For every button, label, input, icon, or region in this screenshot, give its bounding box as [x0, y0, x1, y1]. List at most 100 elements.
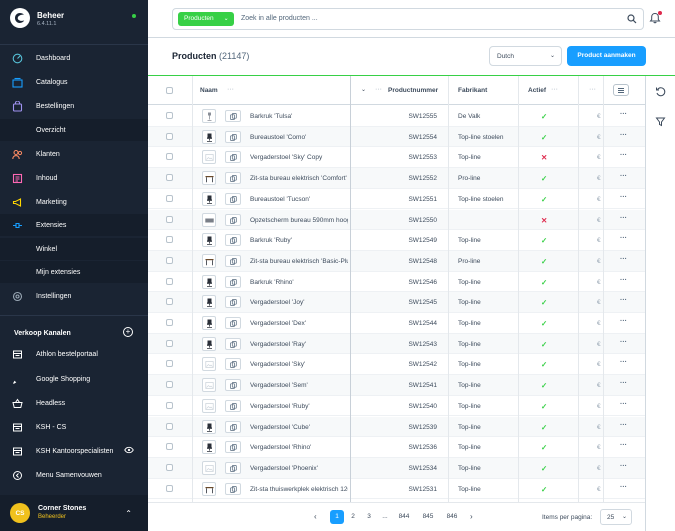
row-checkbox[interactable]: [166, 215, 173, 223]
variants-copy-icon[interactable]: [225, 399, 241, 412]
column-menu-icon[interactable]: ···: [589, 86, 596, 93]
product-name[interactable]: Barkruk 'Tulsa': [250, 113, 293, 120]
variants-copy-icon[interactable]: [225, 110, 241, 122]
table-row[interactable]: Vergaderstoel 'Ruby' SW12540 Top-line ✓ € ···: [148, 396, 645, 417]
variants-copy-icon[interactable]: [225, 172, 241, 185]
filter-icon[interactable]: [655, 116, 666, 127]
previous-page-icon[interactable]: ‹: [314, 512, 317, 521]
table-row[interactable]: Vergaderstoel 'Phoenix' SW12534 Top-line ✓ €…: [148, 457, 645, 479]
sales-channel-ksh-cs[interactable]: KSH - CS: [0, 416, 148, 438]
row-checkbox[interactable]: [166, 381, 173, 389]
product-name[interactable]: Bureaustoel 'Como': [250, 133, 307, 141]
variants-copy-icon[interactable]: [225, 317, 241, 329]
search-input[interactable]: Zoek in alle producten ...: [241, 15, 318, 22]
product-name[interactable]: Vergaderstoel 'Joy': [250, 299, 305, 307]
table-row[interactable]: Barkruk 'Rhino' SW12546 Top-line ✓ € ···: [148, 272, 645, 293]
table-row[interactable]: Opzetscherm bureau 590mm hoog SW12550 ✕ € ··…: [148, 209, 645, 231]
variants-copy-icon[interactable]: [225, 234, 241, 247]
row-actions-icon[interactable]: ···: [620, 338, 627, 346]
column-menu-icon[interactable]: ···: [227, 86, 234, 93]
row-checkbox[interactable]: [166, 443, 173, 451]
row-checkbox[interactable]: [166, 194, 173, 202]
create-product-button[interactable]: Product aanmaken: [567, 46, 646, 66]
variants-copy-icon[interactable]: [225, 254, 241, 267]
row-actions-icon[interactable]: ···: [620, 462, 627, 470]
column-header-name[interactable]: Naam: [200, 87, 218, 94]
variants-copy-icon[interactable]: [225, 337, 241, 350]
row-checkbox[interactable]: [166, 112, 173, 119]
notification-bell-icon[interactable]: [649, 12, 661, 24]
product-name[interactable]: Vergaderstoel 'Cube': [250, 423, 310, 431]
variants-copy-icon[interactable]: [225, 420, 241, 433]
sidebar-item-inhoud[interactable]: Inhoud: [0, 167, 148, 189]
product-name[interactable]: Vergaderstoel 'Dex': [250, 320, 306, 327]
row-actions-icon[interactable]: ···: [620, 111, 627, 118]
row-checkbox[interactable]: [166, 277, 173, 285]
product-name[interactable]: Barkruk 'Rhino': [250, 278, 294, 286]
sidebar-item-instellingen[interactable]: Instellingen: [0, 285, 148, 307]
variants-copy-icon[interactable]: [225, 441, 241, 454]
items-per-page-select[interactable]: 25 ⌄: [600, 509, 632, 525]
product-name[interactable]: Zit-sta bureau elektrisch 'Comfort': [250, 175, 347, 183]
product-name[interactable]: Vergaderstoel 'Sky': [250, 361, 306, 369]
row-checkbox[interactable]: [166, 256, 173, 264]
row-actions-icon[interactable]: ···: [620, 297, 627, 305]
page-button[interactable]: 845: [422, 513, 434, 520]
row-actions-icon[interactable]: ···: [620, 214, 627, 222]
sales-channel-ksh-kantoorspecialisten[interactable]: KSH Kantoorspecialisten: [0, 440, 148, 462]
row-actions-icon[interactable]: ···: [620, 152, 627, 160]
table-row[interactable]: Vergaderstoel 'Ray' SW12543 Top-line ✓ € ···: [148, 333, 645, 355]
sidebar-item-marketing[interactable]: Marketing: [0, 191, 148, 213]
sales-channel-athlon-bestelportaal[interactable]: Athlon bestelportaal: [0, 343, 148, 365]
eye-icon[interactable]: [124, 445, 134, 457]
sales-channel-headless[interactable]: Headless: [0, 392, 148, 414]
sidebar-item-dashboard[interactable]: Dashboard: [0, 47, 148, 69]
page-button[interactable]: 2: [351, 513, 355, 520]
language-select[interactable]: Dutch ⌄: [489, 46, 562, 66]
product-name[interactable]: Zit-sta bureau elektrisch 'Basic-Plus': [250, 257, 348, 265]
table-row[interactable]: Vergaderstoel 'Dex' SW12544 Top-line ✓ € ···: [148, 313, 645, 334]
row-actions-icon[interactable]: ···: [620, 318, 627, 325]
variants-copy-icon[interactable]: [225, 213, 241, 226]
row-checkbox[interactable]: [166, 422, 173, 430]
row-checkbox[interactable]: [166, 174, 173, 182]
row-actions-icon[interactable]: ···: [620, 400, 627, 408]
variants-copy-icon[interactable]: [225, 482, 241, 495]
table-row[interactable]: Bureaustoel 'Tucson' SW12551 Top-line stoe…: [148, 189, 645, 210]
page-button[interactable]: 844: [398, 513, 410, 520]
sidebar-item-winkel[interactable]: Winkel: [0, 238, 148, 260]
search-bar[interactable]: Producten ⌄ Zoek in alle producten ...: [172, 8, 644, 30]
column-menu-icon[interactable]: ···: [551, 86, 558, 93]
row-actions-icon[interactable]: ···: [620, 193, 627, 201]
table-row[interactable]: Vergaderstoel 'Cube' SW12539 Top-line ✓ € ···: [148, 416, 645, 438]
product-name[interactable]: Vergaderstoel 'Phoenix': [250, 464, 318, 472]
page-button[interactable]: 1: [330, 510, 344, 524]
product-name[interactable]: Zit-sta thuiswerkplek elektrisch 120: [250, 485, 348, 493]
row-actions-icon[interactable]: ···: [620, 421, 627, 429]
refresh-icon[interactable]: [655, 86, 666, 97]
row-checkbox[interactable]: [166, 132, 173, 140]
row-checkbox[interactable]: [166, 463, 173, 471]
shopware-logo-icon[interactable]: [10, 8, 30, 28]
variants-copy-icon[interactable]: [225, 192, 241, 205]
table-row[interactable]: Bureaustoel 'Como' SW12554 Top-line stoele…: [148, 126, 645, 148]
select-all-checkbox[interactable]: [166, 87, 173, 94]
table-row[interactable]: Zit-sta bureau elektrisch 'Basic-Plus' SW…: [148, 250, 645, 272]
variants-copy-icon[interactable]: [225, 461, 241, 474]
row-actions-icon[interactable]: ···: [620, 359, 627, 367]
sidebar-item-klanten[interactable]: Klanten: [0, 143, 148, 165]
product-name[interactable]: Vergaderstoel 'Sem': [250, 382, 308, 390]
variants-copy-icon[interactable]: [225, 151, 241, 164]
product-name[interactable]: Vergaderstoel 'Ray': [250, 340, 306, 348]
table-row[interactable]: Vergaderstoel 'Rhino' SW12536 Top-line ✓ € ··…: [148, 437, 645, 458]
sidebar-item-overzicht[interactable]: Overzicht: [0, 119, 148, 141]
add-sales-channel-icon[interactable]: +: [123, 327, 133, 337]
table-row[interactable]: Vergaderstoel 'Joy' SW12545 Top-line ✓ € ···: [148, 292, 645, 313]
user-menu[interactable]: CS Corner Stones Beheerder ⌃: [0, 495, 148, 531]
sidebar-item-extensies[interactable]: Extensies: [0, 214, 148, 236]
column-header-manufacturer[interactable]: Fabrikant: [458, 87, 488, 94]
sales-channel-menu-samenvouwen[interactable]: Menu Samenvouwen: [0, 464, 148, 486]
sidebar-item-bestellingen[interactable]: Bestellingen: [0, 95, 148, 117]
table-row[interactable]: Barkruk 'Tulsa' SW12555 De Valk ✓ € ···: [148, 106, 645, 127]
row-checkbox[interactable]: [166, 319, 173, 326]
